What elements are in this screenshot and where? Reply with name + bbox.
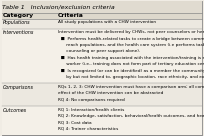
Text: Criteria: Criteria: [58, 13, 84, 18]
Text: Outcomes: Outcomes: [2, 107, 27, 112]
Text: RQ 3: Cost data: RQ 3: Cost data: [58, 120, 92, 124]
Text: ■  Has health training associated with the intervention/training is shorter t: ■ Has health training associated with th…: [58, 56, 204, 60]
Text: RQs 1, 2, 3: CHW intervention must have a comparison arm; all compari: RQs 1, 2, 3: CHW intervention must have …: [58, 85, 204, 89]
Text: Intervention must be delivered by CHWs, not peer counselors or health ca: Intervention must be delivered by CHWs, …: [58, 30, 204, 34]
Text: worker (i.e., training does not form part of tertiary education certificat: worker (i.e., training does not form par…: [58, 62, 204, 66]
Text: Comparisons: Comparisons: [2, 85, 33, 90]
Text: by but not limited to, geographic location, race ethnicity, and expose: by but not limited to, geographic locati…: [58, 75, 204, 79]
Text: Populations: Populations: [2, 20, 30, 25]
Text: All study populations with a CHW intervention: All study populations with a CHW interve…: [58, 20, 156, 24]
Text: ■  Performs health-related tasks to create a bridge between community r: ■ Performs health-related tasks to creat…: [58, 37, 204, 41]
Bar: [2, 83, 202, 106]
Text: RQ 4: Trainer characteristics: RQ 4: Trainer characteristics: [58, 127, 119, 131]
Bar: [2, 106, 202, 135]
Text: effect of the CHW intervention can be abstracted: effect of the CHW intervention can be ab…: [58, 91, 164, 95]
Text: reach populations, and the health care system (i.e performs tasks ex: reach populations, and the health care s…: [58, 43, 204, 47]
Text: RQ 1: Interaction/health clients: RQ 1: Interaction/health clients: [58, 107, 124, 112]
Bar: [2, 13, 202, 19]
Bar: [2, 1, 202, 13]
Text: Interventions: Interventions: [2, 30, 34, 35]
Bar: [2, 19, 202, 29]
Text: RQ 2: Knowledge, satisfaction, behavioral/health outcomes, and health care: RQ 2: Knowledge, satisfaction, behaviora…: [58, 114, 204, 118]
Bar: [2, 29, 202, 83]
Text: RQ 4: No comparisons required: RQ 4: No comparisons required: [58, 98, 125, 102]
Text: counseling or peer support alone).: counseling or peer support alone).: [58, 49, 140, 53]
Text: Category: Category: [2, 13, 34, 18]
Text: Table 1   Inclusion/exclusion criteria: Table 1 Inclusion/exclusion criteria: [2, 5, 115, 10]
Text: ■  Is recognized (or can be identified) as a member the community in u: ■ Is recognized (or can be identified) a…: [58, 69, 204, 73]
